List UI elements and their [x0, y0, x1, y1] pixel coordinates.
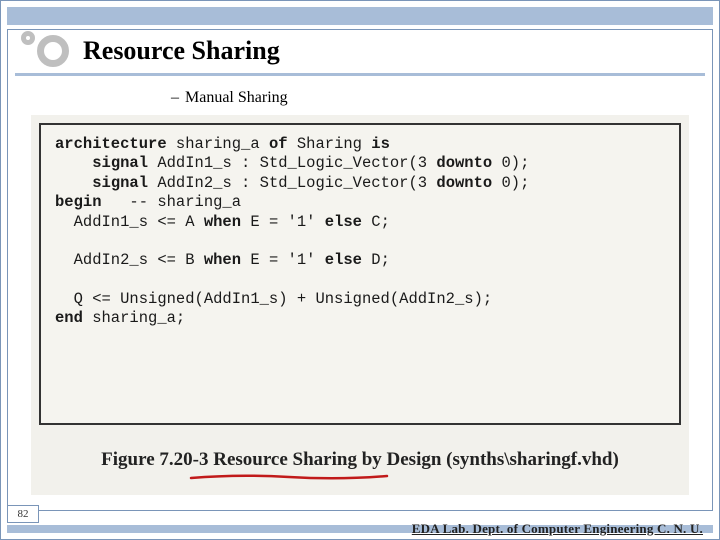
figure-caption: Figure 7.20-3 Resource Sharing by Design…: [31, 449, 689, 471]
title-underline: [15, 73, 705, 76]
page-title: Resource Sharing: [83, 36, 280, 66]
dash-icon: –: [171, 89, 179, 106]
footer-text: EDA Lab. Dept. of Computer Engineering C…: [412, 521, 703, 537]
title-bullet-icon: [15, 31, 73, 71]
page-number: 82: [7, 505, 39, 523]
title-row: Resource Sharing: [15, 31, 705, 71]
slide: Resource Sharing –Manual Sharing Synopsy…: [0, 0, 720, 540]
ring-big-icon: [37, 35, 69, 67]
ring-small-icon: [21, 31, 35, 45]
red-underline-icon: [189, 473, 389, 481]
subtitle: –Manual Sharing: [171, 89, 288, 107]
code-block: architecture sharing_a of Sharing is sig…: [39, 123, 681, 425]
scanned-figure: Synopsys® -- AreaOp1 Synopsys® -- AreaOp…: [31, 115, 689, 495]
top-band: [7, 7, 713, 25]
subtitle-text: Manual Sharing: [185, 89, 288, 106]
